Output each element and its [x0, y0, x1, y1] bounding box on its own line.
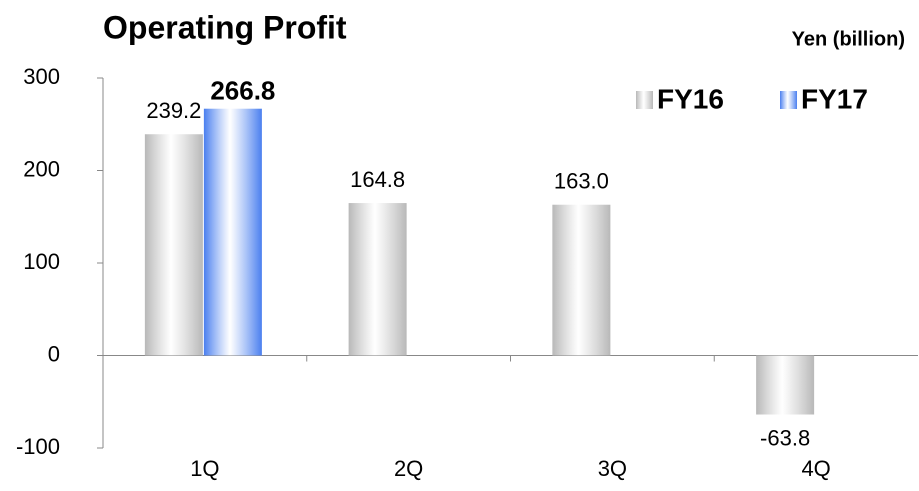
data-label: 239.2 [146, 98, 201, 123]
y-tick-label: -100 [16, 434, 60, 459]
x-tick-label: 4Q [801, 456, 830, 481]
bar [552, 204, 611, 356]
legend-label: FY16 [657, 83, 724, 114]
y-tick-label: 200 [23, 156, 60, 181]
y-tick-label: 300 [23, 64, 60, 89]
legend-swatch [780, 91, 797, 109]
data-label: 164.8 [350, 167, 405, 192]
x-tick-label: 2Q [394, 456, 423, 481]
data-label: -63.8 [760, 425, 810, 450]
bar [144, 134, 203, 356]
bar [348, 203, 407, 356]
data-label: 163.0 [554, 169, 609, 194]
data-label: 266.8 [210, 76, 275, 106]
chart-title: Operating Profit [103, 9, 347, 45]
y-tick-label: 0 [48, 341, 60, 366]
unit-label: Yen (billion) [792, 28, 905, 50]
x-tick-label: 3Q [598, 456, 627, 481]
y-tick-label: 100 [23, 249, 60, 274]
x-tick-label: 1Q [190, 456, 219, 481]
bar [203, 108, 262, 356]
legend-swatch [636, 91, 653, 109]
bar [756, 355, 815, 415]
legend-label: FY17 [801, 83, 868, 114]
